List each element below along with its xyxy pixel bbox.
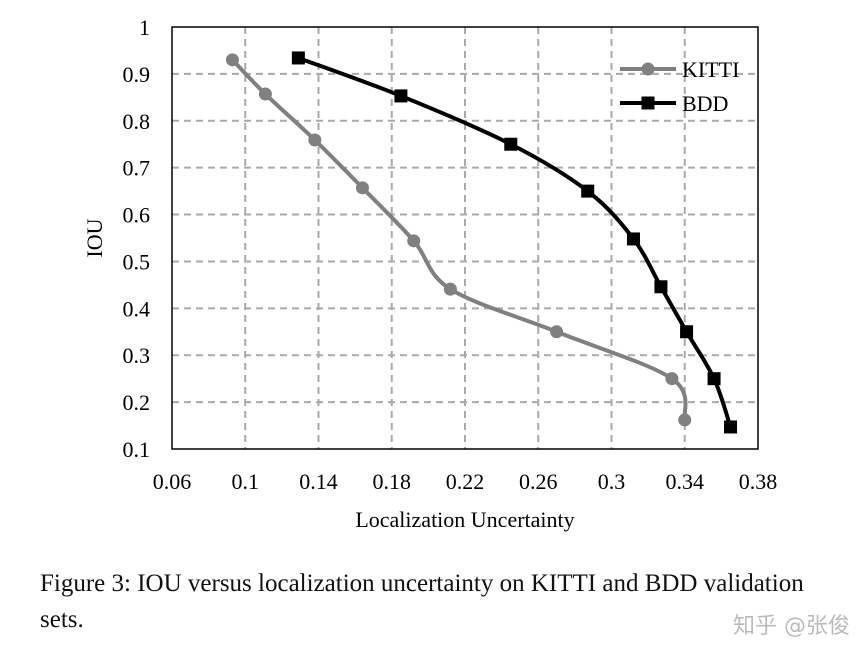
x-tick-label: 0.1 <box>232 469 260 494</box>
bdd-data-point <box>504 137 518 151</box>
kitti-data-point <box>225 53 239 67</box>
x-axis-label: Localization Uncertainty <box>355 507 574 532</box>
y-tick-label: 0.4 <box>123 296 151 321</box>
kitti-data-point <box>443 282 457 296</box>
bdd-data-point <box>581 184 595 198</box>
y-tick-label: 0.8 <box>123 109 151 134</box>
kitti-data-point <box>407 234 421 248</box>
y-tick-label: 0.5 <box>123 249 151 274</box>
x-tick-label: 0.38 <box>739 469 778 494</box>
bdd-data-point <box>707 372 721 386</box>
y-tick-label: 0.7 <box>123 156 151 181</box>
x-tick-label: 0.06 <box>153 469 192 494</box>
kitti-data-point <box>308 133 322 147</box>
bdd-data-point <box>394 89 408 103</box>
bdd-data-point <box>626 232 640 246</box>
bdd-data-point <box>724 420 738 434</box>
y-tick-label: 0.3 <box>123 343 151 368</box>
x-tick-label: 0.18 <box>373 469 412 494</box>
x-tick-label: 0.26 <box>519 469 558 494</box>
legend-label-kitti: KITTI <box>682 57 739 82</box>
bdd-series-line <box>297 56 733 428</box>
figure-caption: Figure 3: IOU versus localization uncert… <box>40 570 804 633</box>
kitti-data-point <box>258 87 272 101</box>
bdd-data-point <box>680 325 694 339</box>
y-tick-label: 0.2 <box>123 390 151 415</box>
legend-marker-kitti <box>641 62 655 76</box>
bdd-data-point <box>291 51 305 65</box>
y-axis-label: IOU <box>82 218 107 257</box>
plot-frame <box>171 26 759 450</box>
kitti-data-point <box>678 413 692 427</box>
y-tick-label: 1 <box>139 15 150 40</box>
y-tick-label: 0.1 <box>123 437 151 462</box>
kitti-data-point <box>665 372 679 386</box>
legend-label-bdd: BDD <box>682 91 728 116</box>
chart: 0.06 0.1 0.14 0.18 0.22 0.26 0.3 0.34 0.380.10.2… <box>82 15 778 532</box>
kitti-series-line <box>230 58 688 421</box>
x-tick-label: 0.34 <box>666 469 705 494</box>
bdd-data-point <box>654 280 668 294</box>
y-tick-label: 0.9 <box>123 62 151 87</box>
watermark: 知乎 @张俊 <box>733 614 850 639</box>
x-tick-label: 0.3 <box>598 469 626 494</box>
x-tick-label: 0.22 <box>446 469 485 494</box>
y-tick-label: 0.6 <box>123 203 151 228</box>
legend-marker-bdd <box>641 96 655 110</box>
kitti-data-point <box>550 325 564 339</box>
x-tick-label: 0.14 <box>299 469 338 494</box>
kitti-data-point <box>355 181 369 195</box>
